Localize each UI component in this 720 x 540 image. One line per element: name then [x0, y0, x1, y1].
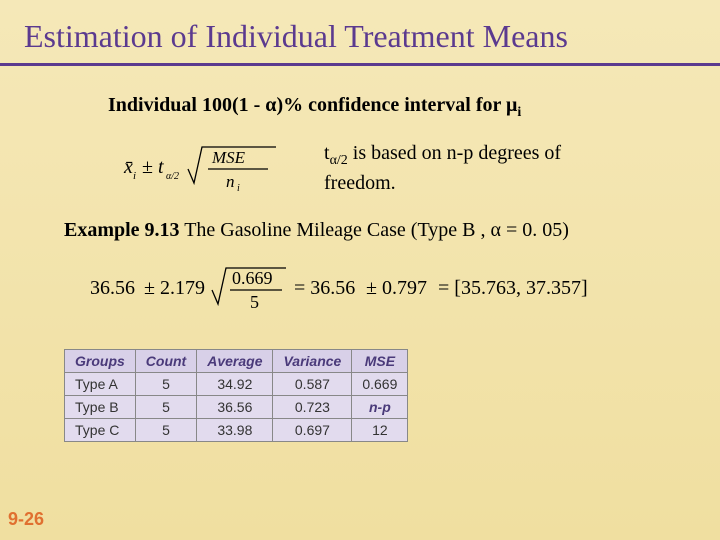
- pm: ±: [144, 277, 155, 299]
- col-mse: MSE: [352, 350, 408, 373]
- table-row: Type B 5 36.56 0.723 n-p: [65, 396, 408, 419]
- t-description: tα/2 is based on n-p degrees of freedom.: [324, 140, 561, 196]
- n: n: [226, 172, 235, 191]
- text: is based on n-p degrees of: [348, 142, 561, 164]
- ci-formula: x̄ i ± t α/2 MSE n i: [120, 139, 280, 197]
- slide-title: Estimation of Individual Treatment Means: [0, 0, 720, 63]
- col-variance: Variance: [273, 350, 352, 373]
- data-table: Groups Count Average Variance MSE Type A…: [64, 349, 408, 442]
- mse: MSE: [211, 148, 246, 167]
- cell: Type B: [65, 396, 136, 419]
- t-sub: α/2: [166, 171, 179, 182]
- text: freedom.: [324, 172, 396, 194]
- cell: 0.587: [273, 373, 352, 396]
- subscript: i: [517, 105, 521, 120]
- alpha-symbol: α: [265, 94, 276, 116]
- cell: 0.669: [352, 373, 408, 396]
- table-row: Type C 5 33.98 0.697 12: [65, 419, 408, 442]
- plus-minus: ±: [142, 156, 153, 178]
- eq1: = 36.56: [294, 277, 355, 299]
- col-groups: Groups: [65, 350, 136, 373]
- n-sub: i: [237, 183, 240, 194]
- text: The Gasoline Mileage Case (Type B ,: [180, 219, 491, 241]
- cell: 0.723: [273, 396, 352, 419]
- example-label: Example 9.13: [64, 219, 180, 241]
- cell: 0.697: [273, 419, 352, 442]
- mu-symbol: μ: [506, 94, 517, 116]
- data-table-wrap: Groups Count Average Variance MSE Type A…: [64, 349, 720, 442]
- calc-formula: 36.56 ± 2.179 0.669 5 = 36.56 ± 0.797 = …: [90, 262, 630, 314]
- cell: 34.92: [197, 373, 273, 396]
- confidence-interval-heading: Individual 100(1 - α)% confidence interv…: [108, 94, 720, 121]
- eq2: = [35.763, 37.357]: [438, 277, 588, 299]
- num: 0.669: [232, 268, 273, 288]
- text: )% confidence interval for: [276, 94, 506, 116]
- cell: 5: [135, 373, 196, 396]
- page-number: 9-26: [8, 509, 44, 530]
- t: t: [158, 156, 164, 178]
- table-header-row: Groups Count Average Variance MSE: [65, 350, 408, 373]
- cell: Type A: [65, 373, 136, 396]
- cell: 5: [135, 396, 196, 419]
- pm2: ±: [366, 277, 377, 299]
- calculation: 36.56 ± 2.179 0.669 5 = 36.56 ± 0.797 = …: [90, 262, 720, 319]
- col-count: Count: [135, 350, 196, 373]
- text: Individual 100(1 -: [108, 94, 265, 116]
- cell: 36.56: [197, 396, 273, 419]
- xbar: x̄: [123, 156, 133, 178]
- cell: 12: [352, 419, 408, 442]
- cell: 33.98: [197, 419, 273, 442]
- t-sub: α/2: [330, 153, 348, 168]
- cell: Type C: [65, 419, 136, 442]
- v1: 36.56: [90, 277, 135, 299]
- v3: 0.797: [382, 277, 427, 299]
- title-underline: [0, 63, 720, 66]
- example-line: Example 9.13 The Gasoline Mileage Case (…: [64, 219, 720, 242]
- xbar-sub: i: [133, 170, 136, 182]
- col-average: Average: [197, 350, 273, 373]
- table-row: Type A 5 34.92 0.587 0.669: [65, 373, 408, 396]
- den: 5: [250, 292, 259, 312]
- text: = 0. 05): [501, 219, 569, 241]
- v2: 2.179: [160, 277, 205, 299]
- formula-row: x̄ i ± t α/2 MSE n i tα/2 is based on n-…: [120, 139, 720, 197]
- cell: 5: [135, 419, 196, 442]
- cell-np: n-p: [352, 396, 408, 419]
- alpha-symbol: α: [491, 219, 501, 241]
